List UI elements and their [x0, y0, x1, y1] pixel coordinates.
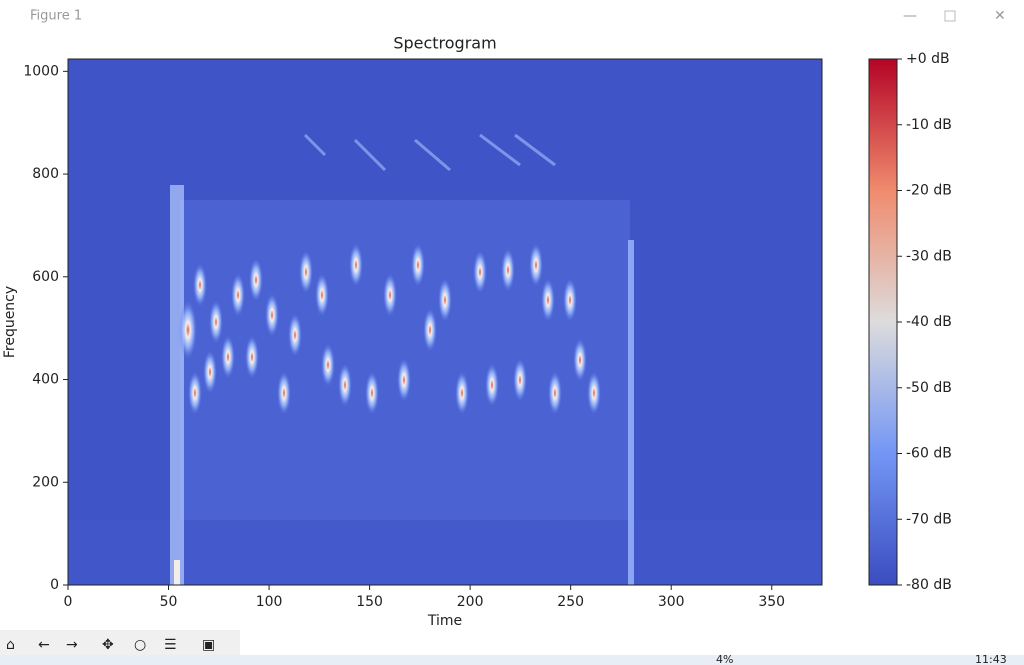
window-title: Figure 1	[30, 9, 82, 24]
y-tick-label: 400	[32, 372, 59, 388]
chart-title: Spectrogram	[393, 34, 496, 53]
forward-button[interactable]: →	[66, 637, 78, 653]
x-tick-label: 300	[658, 594, 685, 610]
colorbar-tick-label: -40 dB	[906, 314, 952, 330]
x-tick-label: 100	[256, 594, 283, 610]
x-tick-label: 50	[160, 594, 178, 610]
close-button[interactable]: ✕	[994, 8, 1006, 24]
y-tick-label: 200	[32, 474, 59, 490]
y-tick-label: 800	[32, 166, 59, 182]
toolbar	[0, 630, 240, 655]
y-tick-label: 1000	[23, 63, 59, 79]
pan-button[interactable]: ✥	[102, 637, 114, 653]
clock: 11:43	[975, 653, 1007, 665]
plot-frame	[67, 58, 823, 586]
colorbar-tick-label: +0 dB	[906, 51, 950, 67]
x-tick-label: 200	[457, 594, 484, 610]
back-button[interactable]: ←	[38, 637, 50, 653]
colorbar	[868, 58, 898, 586]
colorbar-tick-label: -60 dB	[906, 446, 952, 462]
colorbar-tick-label: -20 dB	[906, 183, 952, 199]
home-button[interactable]: ⌂	[6, 637, 15, 653]
colorbar-tick-label: -80 dB	[906, 577, 952, 593]
spectrogram-image	[68, 59, 822, 585]
x-axis-label: Time	[427, 613, 462, 629]
maximize-button[interactable]	[944, 10, 956, 22]
y-tick-label: 0	[50, 577, 59, 593]
x-tick-label: 350	[758, 594, 785, 610]
taskbar	[0, 655, 1024, 665]
colorbar-tick-label: -30 dB	[906, 248, 952, 264]
x-tick-label: 150	[356, 594, 383, 610]
minimize-button[interactable]: —	[903, 8, 917, 24]
colorbar-tick-label: -10 dB	[906, 117, 952, 133]
zoom-button[interactable]: ○	[134, 637, 146, 653]
toolbar-icons[interactable]: ⌂ ← → ✥ ○ ☰ ▣	[6, 637, 215, 653]
colorbar-tick-label: -50 dB	[906, 380, 952, 396]
colorbar-tick-label: -70 dB	[906, 511, 952, 527]
x-tick-label: 0	[64, 594, 73, 610]
battery: 4%	[716, 653, 733, 665]
x-tick-label: 250	[557, 594, 584, 610]
title-bar	[0, 0, 1024, 30]
save-button[interactable]: ▣	[202, 637, 215, 653]
configure-button[interactable]: ☰	[164, 637, 177, 653]
y-axis-label: Frequency	[2, 286, 18, 358]
y-tick-label: 600	[32, 269, 59, 285]
